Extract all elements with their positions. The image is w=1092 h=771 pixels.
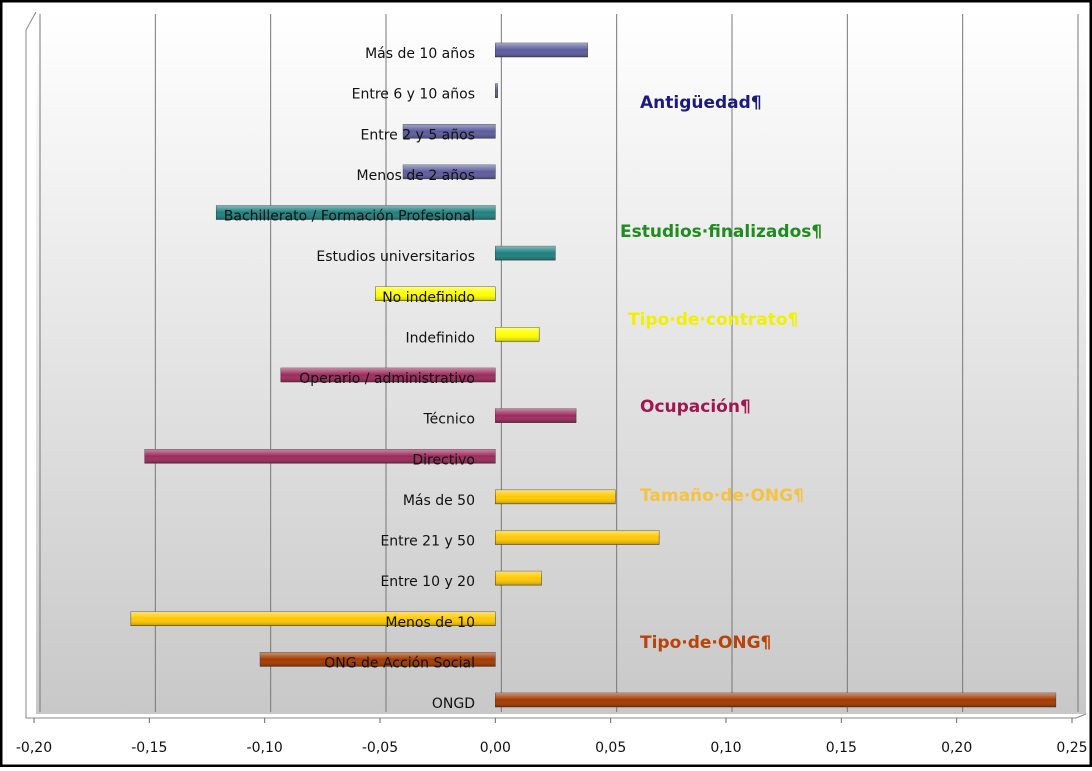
bar-shade xyxy=(495,327,540,342)
bar-shade xyxy=(495,693,1056,707)
bar-shade xyxy=(495,83,498,98)
axis-frame xyxy=(25,11,1087,719)
category-label: Entre 21 y 50 xyxy=(380,534,475,550)
group-label: Antigüedad¶ xyxy=(640,93,762,113)
x-tick-label: 0,25 xyxy=(1056,740,1087,756)
x-tick-label: -0,20 xyxy=(16,740,52,756)
bar-shade xyxy=(130,611,496,626)
group-label: Ocupación¶ xyxy=(640,397,751,417)
x-tick-label: 0,15 xyxy=(826,740,857,756)
x-tick-label: -0,05 xyxy=(362,740,398,756)
category-label: Indefinido xyxy=(405,330,475,346)
x-tick-label: 0,05 xyxy=(595,740,626,756)
bar-shade xyxy=(280,368,496,382)
bar-shade xyxy=(495,489,616,504)
category-label: Estudios universitarios xyxy=(316,249,475,265)
category-label: Más de 50 xyxy=(403,493,475,509)
bar-shade xyxy=(260,652,496,667)
category-label: Entre 6 y 10 años xyxy=(352,87,475,103)
category-label: Más de 10 años xyxy=(365,46,475,62)
x-tick-label: -0,10 xyxy=(247,740,283,756)
x-tick-label: -0,15 xyxy=(131,740,167,756)
bar-shade xyxy=(495,246,556,261)
x-tick-label: 0,10 xyxy=(710,740,741,756)
category-label: ONGD xyxy=(432,696,475,712)
x-tick-label: 0,00 xyxy=(480,740,511,756)
category-label: Directivo xyxy=(412,452,475,468)
bar-shade xyxy=(495,530,660,545)
x-tick-label: 0,20 xyxy=(941,740,972,756)
bar-shade xyxy=(495,571,542,586)
category-label: Entre 10 y 20 xyxy=(380,574,475,590)
category-label: ONG de Acción Social xyxy=(324,655,475,671)
category-label: Técnico xyxy=(422,412,475,428)
group-label: Tamaño·de·ONG¶ xyxy=(640,486,804,506)
category-label: Menos de 10 xyxy=(385,615,475,631)
bar-shade xyxy=(403,164,496,179)
bar-shade xyxy=(216,205,496,220)
bar-shade xyxy=(495,408,577,423)
category-label: Menos de 2 años xyxy=(357,168,476,184)
bar-shade xyxy=(403,124,496,139)
bar-shade xyxy=(144,449,496,464)
category-label: Entre 2 y 5 años xyxy=(361,127,475,143)
category-label: Bachillerato / Formación Profesional xyxy=(224,209,475,225)
group-label: Tipo·de·contrato¶ xyxy=(628,310,798,330)
plot-area xyxy=(36,12,1086,714)
group-label: Tipo·de·ONG¶ xyxy=(640,633,771,653)
bar-shade xyxy=(375,286,496,301)
group-label: Estudios·finalizados¶ xyxy=(620,222,822,242)
bar-shade xyxy=(495,43,588,57)
category-label: No indefinido xyxy=(382,290,475,306)
category-label: Operario / administrativo xyxy=(299,371,475,387)
